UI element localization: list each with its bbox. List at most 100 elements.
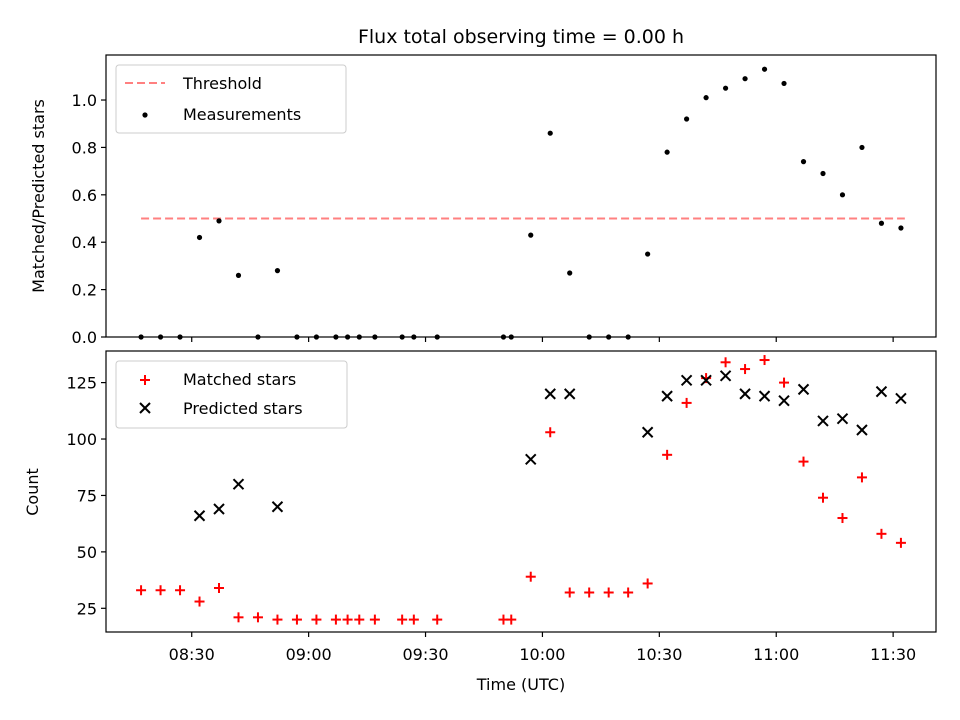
measurement-point	[434, 334, 440, 340]
matched-star-point	[798, 456, 809, 467]
x-tick-label: 10:00	[519, 645, 565, 664]
legend-predicted-swatch	[139, 402, 151, 414]
measurement-point	[606, 334, 612, 340]
top-legend-box	[115, 64, 347, 134]
legend-threshold-label: Threshold	[182, 74, 262, 93]
matched-star-point	[895, 537, 906, 548]
top-panel: 0.0 0.2 0.4 0.6 0.8 1.0 Matched/Predicted sta…	[29, 54, 937, 347]
matched-star-point	[662, 449, 673, 460]
measurement-point	[761, 66, 768, 72]
measurement-point	[645, 251, 651, 257]
matched-star-point	[397, 614, 408, 625]
predicted-star-point	[564, 388, 576, 400]
matched-star-point	[155, 585, 166, 596]
predicted-star-point	[525, 453, 537, 466]
measurement-point	[313, 334, 320, 340]
matched-star-point	[623, 587, 634, 598]
matched-star-point	[311, 614, 322, 625]
top-y-axis: 0.0 0.2 0.4 0.6 0.8 1.0	[72, 91, 106, 347]
top-legend: Threshold Measurements	[115, 64, 347, 134]
chart-title: Flux total observing time = 0.00 h	[358, 26, 684, 48]
matched-star-point	[603, 587, 614, 598]
measurement-point	[508, 334, 514, 340]
matched-star-point	[432, 614, 443, 625]
matched-star-point	[525, 571, 536, 582]
x-tick-label: 11:30	[870, 645, 916, 664]
bottom-panel: 25 50 75 100 125 08:30 09:00 09:30 10:00 10:30 11…	[23, 350, 937, 694]
measurement-point	[344, 334, 351, 340]
matched-star-point	[252, 612, 263, 623]
measurement-point	[216, 218, 222, 224]
predicted-star-point	[271, 501, 284, 513]
x-tick-label: 08:30	[169, 645, 215, 664]
y-tick-label: 0.2	[72, 281, 97, 300]
y-tick-label: 100	[66, 430, 97, 449]
predicted-star-point	[739, 388, 751, 400]
matched-star-point	[681, 397, 692, 408]
matched-star-point	[330, 614, 341, 625]
measurement-point	[839, 192, 846, 198]
measurement-point	[528, 232, 534, 238]
measurement-point	[742, 76, 748, 82]
bottom-y-axis-label: Count	[23, 468, 42, 516]
matched-star-point	[584, 587, 595, 598]
matched-star-point	[837, 513, 848, 524]
y-tick-label: 75	[77, 486, 97, 505]
measurement-point	[878, 220, 885, 226]
matched-star-point	[740, 364, 751, 375]
predicted-star-point	[661, 390, 673, 402]
predicted-star-point	[817, 415, 829, 427]
x-axis-label: Time (UTC)	[476, 675, 565, 694]
matched-star-point	[354, 614, 365, 625]
measurement-point	[177, 334, 183, 340]
measurement-point	[684, 116, 690, 122]
measurement-point	[196, 234, 203, 241]
measurement-point	[722, 85, 729, 91]
measurement-point	[333, 334, 339, 340]
matched-star-point	[272, 614, 283, 625]
legend-predicted-label: Predicted stars	[183, 399, 303, 418]
top-y-axis-label: Matched/Predicted stars	[29, 99, 48, 293]
matched-star-point	[369, 614, 380, 625]
y-tick-label: 1.0	[72, 91, 97, 110]
predicted-star-point	[856, 424, 868, 436]
y-tick-label: 0.8	[72, 138, 97, 157]
legend-measurements-label: Measurements	[183, 105, 301, 124]
legend-matched-swatch	[140, 375, 150, 385]
measurement-point	[500, 334, 507, 340]
y-tick-label: 50	[77, 543, 97, 562]
matched-star-point	[342, 614, 353, 625]
predicted-star-point	[641, 426, 654, 438]
matched-star-point	[720, 357, 731, 368]
bottom-y-axis: 25 50 75 100 125	[66, 374, 106, 618]
legend-matched-label: Matched stars	[183, 370, 296, 389]
predicted-star-point	[895, 392, 907, 405]
y-tick-label: 25	[77, 599, 97, 618]
measurement-point	[800, 159, 807, 165]
y-tick-label: 0.0	[72, 328, 97, 347]
x-tick-label: 09:00	[286, 645, 332, 664]
matched-star-point	[545, 427, 556, 438]
matched-stars-series	[136, 355, 906, 625]
matched-star-point	[779, 377, 790, 388]
matched-star-point	[233, 612, 244, 623]
predicted-star-point	[213, 503, 225, 515]
measurement-point	[625, 334, 631, 340]
top-x-axis	[191, 337, 894, 342]
predicted-star-point	[778, 394, 790, 407]
predicted-star-point	[544, 388, 556, 400]
predicted-stars-series	[193, 370, 907, 522]
x-tick-label: 10:30	[636, 645, 682, 664]
matched-star-point	[817, 492, 828, 503]
measurement-point	[411, 334, 417, 340]
matched-star-point	[759, 355, 770, 366]
y-tick-label: 0.4	[72, 233, 97, 252]
measurement-point	[274, 268, 281, 274]
bottom-legend-box	[115, 360, 348, 429]
measurements-series	[138, 66, 904, 340]
measurement-point	[567, 270, 573, 276]
x-tick-label: 09:30	[402, 645, 448, 664]
bottom-x-axis: 08:30 09:00 09:30 10:00 10:30 11:00 11:30	[169, 632, 916, 664]
y-tick-label: 125	[66, 374, 97, 393]
